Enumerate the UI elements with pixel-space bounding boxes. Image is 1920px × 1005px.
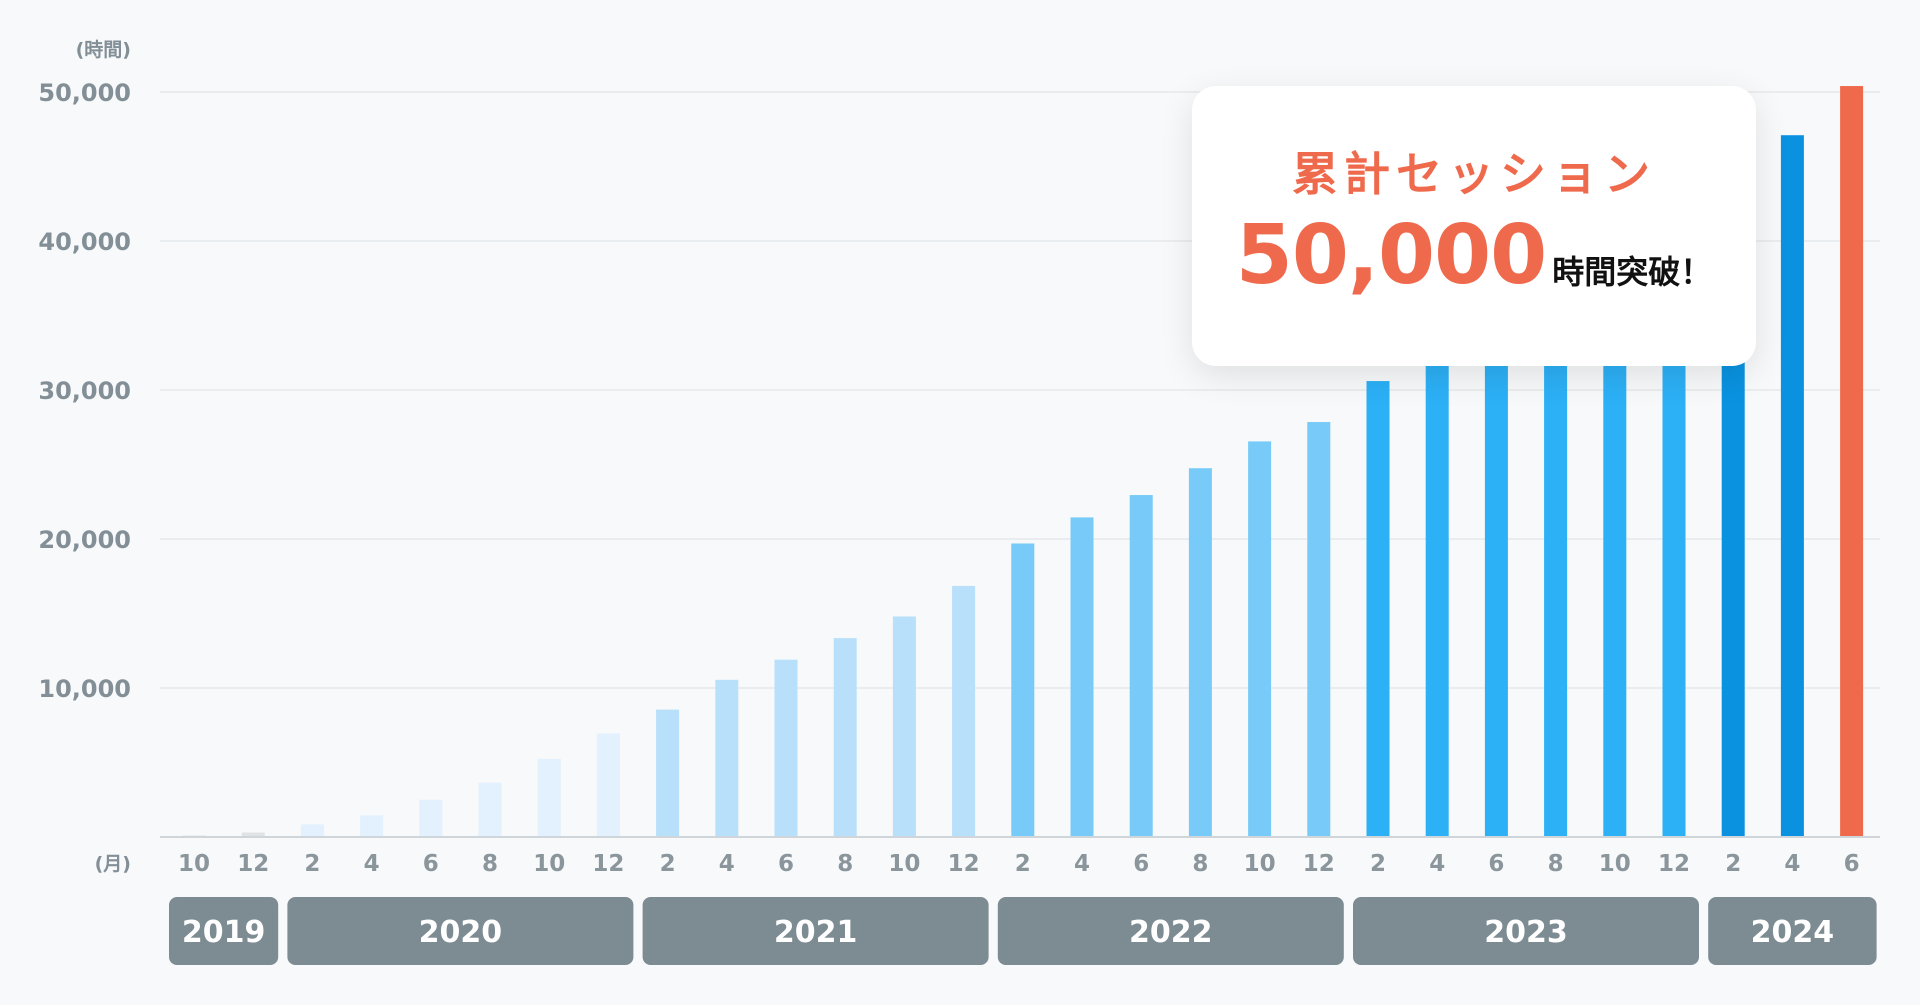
axes: 10,000 20,000 30,000 40,000 50,000 (時間) 10 12 2 4… [38,39,1880,965]
year-label: 2019 [182,915,266,950]
x-tick-label: 4 [364,851,380,877]
y-tick-label: 20,000 [38,526,131,554]
y-tick-label: 50,000 [38,79,131,107]
x-tick-label: 2 [1725,851,1741,877]
bar [300,824,324,837]
x-tick-label: 10 [1599,851,1631,877]
x-tick-label: 12 [1658,851,1690,877]
bar [833,638,857,837]
x-tick-label: 6 [1133,851,1149,877]
callout-suffix: 時間突破！ [1552,253,1713,291]
bar [1188,468,1212,837]
bar [1603,246,1627,837]
y-tick-label: 30,000 [38,377,131,405]
x-tick-label: 10 [533,851,565,877]
x-tick-label: 8 [837,851,853,877]
y-tick-label: 40,000 [38,228,131,256]
x-tick-label: 6 [423,851,439,877]
year-box [642,897,989,965]
y-axis-unit: (時間) [76,39,131,61]
x-tick-label: 2 [1370,851,1386,877]
bar [241,832,265,837]
x-tick-label: 10 [1244,851,1276,877]
bar [360,815,384,837]
x-tick-label: 2 [304,851,320,877]
bar [952,585,976,837]
bar [892,616,916,837]
bar [1366,381,1390,837]
x-tick-label: 6 [1844,851,1860,877]
year-box [1353,897,1699,965]
year-label: 2020 [419,915,503,950]
year-label: 2022 [1129,915,1213,950]
x-tick-label: 8 [482,851,498,877]
x-tick-label: 12 [948,851,980,877]
x-tick-label: 12 [1303,851,1335,877]
bar [1780,135,1804,837]
year-box [287,897,634,965]
year-label: 2021 [774,915,858,950]
callout-title: 累計セッション [1292,147,1656,201]
x-tick-label: 12 [237,851,269,877]
bar [1840,86,1864,838]
callout-number: 50,000 [1235,208,1547,303]
x-tick-label: 10 [888,851,920,877]
x-tick-label: 2 [1015,851,1031,877]
x-tick-label: 4 [1429,851,1445,877]
x-tick-label: 4 [719,851,735,877]
y-tick-label: 10,000 [38,675,131,703]
x-tick-label: 8 [1548,851,1564,877]
x-tick-label: 12 [592,851,624,877]
bar [537,758,561,837]
x-tick-label: 4 [1074,851,1090,877]
bar [478,782,502,837]
bar [1544,275,1568,837]
bar [596,733,620,837]
bar [1070,517,1094,837]
x-axis-unit: (月) [95,853,131,875]
bar [1484,314,1508,837]
x-tick-label: 6 [1488,851,1504,877]
milestone-callout: 累計セッション 50,000 時間突破！ [1192,86,1756,366]
bar [774,659,798,837]
bar [656,709,680,837]
x-tick-label: 6 [778,851,794,877]
bar [1129,495,1153,837]
bar [1248,441,1272,837]
x-tick-label: 2 [660,851,676,877]
bar [1307,422,1331,837]
x-tick-label: 8 [1192,851,1208,877]
year-box [1708,897,1877,965]
bar [1011,543,1035,837]
callout-headline: 50,000 時間突破！ [1192,208,1756,303]
x-tick-label: 10 [178,851,210,877]
year-box [997,897,1344,965]
bar [715,679,739,837]
bar [419,799,443,837]
year-label: 2023 [1484,915,1568,950]
bar [1425,340,1449,837]
year-box [169,897,279,965]
year-label: 2024 [1751,915,1835,950]
x-tick-label: 4 [1784,851,1800,877]
